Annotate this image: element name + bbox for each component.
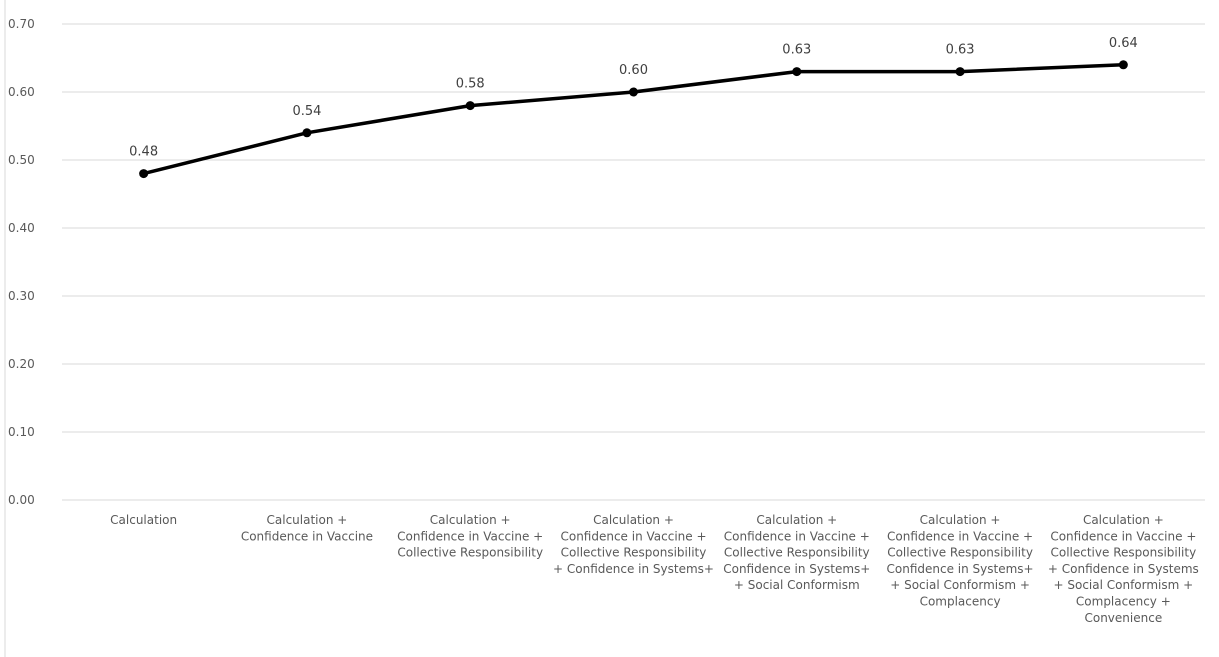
data-point <box>629 87 638 97</box>
data-point <box>1118 60 1128 70</box>
x-tick-label: Calculation + Confidence in Vaccine + Coll… <box>723 513 870 592</box>
y-tick-label: 0.00 <box>8 493 35 507</box>
series-line <box>143 63 1124 176</box>
gridlines <box>62 23 1205 501</box>
x-tick-label: Calculation + Confidence in Vaccine + Coll… <box>553 513 714 576</box>
data-point <box>139 169 149 179</box>
data-label: 0.63 <box>782 43 811 58</box>
data-label: 0.63 <box>946 43 975 58</box>
series <box>139 60 1128 179</box>
x-axis-category-labels: Calculation Calculation + Confidence in Va… <box>110 513 1199 625</box>
data-label: 0.60 <box>619 63 648 78</box>
x-tick-label: Calculation + Confidence in Vaccine + Coll… <box>1048 513 1199 625</box>
y-axis-tick-labels: 0.00 0.10 0.20 0.30 0.40 0.50 0.60 0.70 <box>8 17 35 507</box>
data-label: 0.58 <box>456 77 485 92</box>
x-tick-label: Calculation + Confidence in Vaccine + Coll… <box>397 513 543 560</box>
data-labels: 0.48 0.54 0.58 0.60 0.63 0.63 0.64 <box>129 36 1138 160</box>
y-tick-label: 0.30 <box>8 289 35 303</box>
y-tick-label: 0.50 <box>8 153 35 167</box>
data-point <box>955 67 965 77</box>
x-tick-label: Calculation + Confidence in Vaccine + Coll… <box>887 513 1034 609</box>
y-tick-label: 0.60 <box>8 85 35 99</box>
data-label: 0.64 <box>1109 36 1138 51</box>
data-point <box>302 128 312 138</box>
y-tick-label: 0.10 <box>8 425 35 439</box>
data-label: 0.48 <box>129 145 158 160</box>
x-tick-label: Calculation + Confidence in Vaccine <box>241 513 373 543</box>
data-point <box>465 101 475 111</box>
x-tick-label: Calculation <box>110 513 177 527</box>
y-tick-label: 0.40 <box>8 221 35 235</box>
data-point <box>792 67 802 77</box>
y-tick-label: 0.20 <box>8 357 35 371</box>
data-label: 0.54 <box>292 104 321 119</box>
y-tick-label: 0.70 <box>8 17 35 31</box>
